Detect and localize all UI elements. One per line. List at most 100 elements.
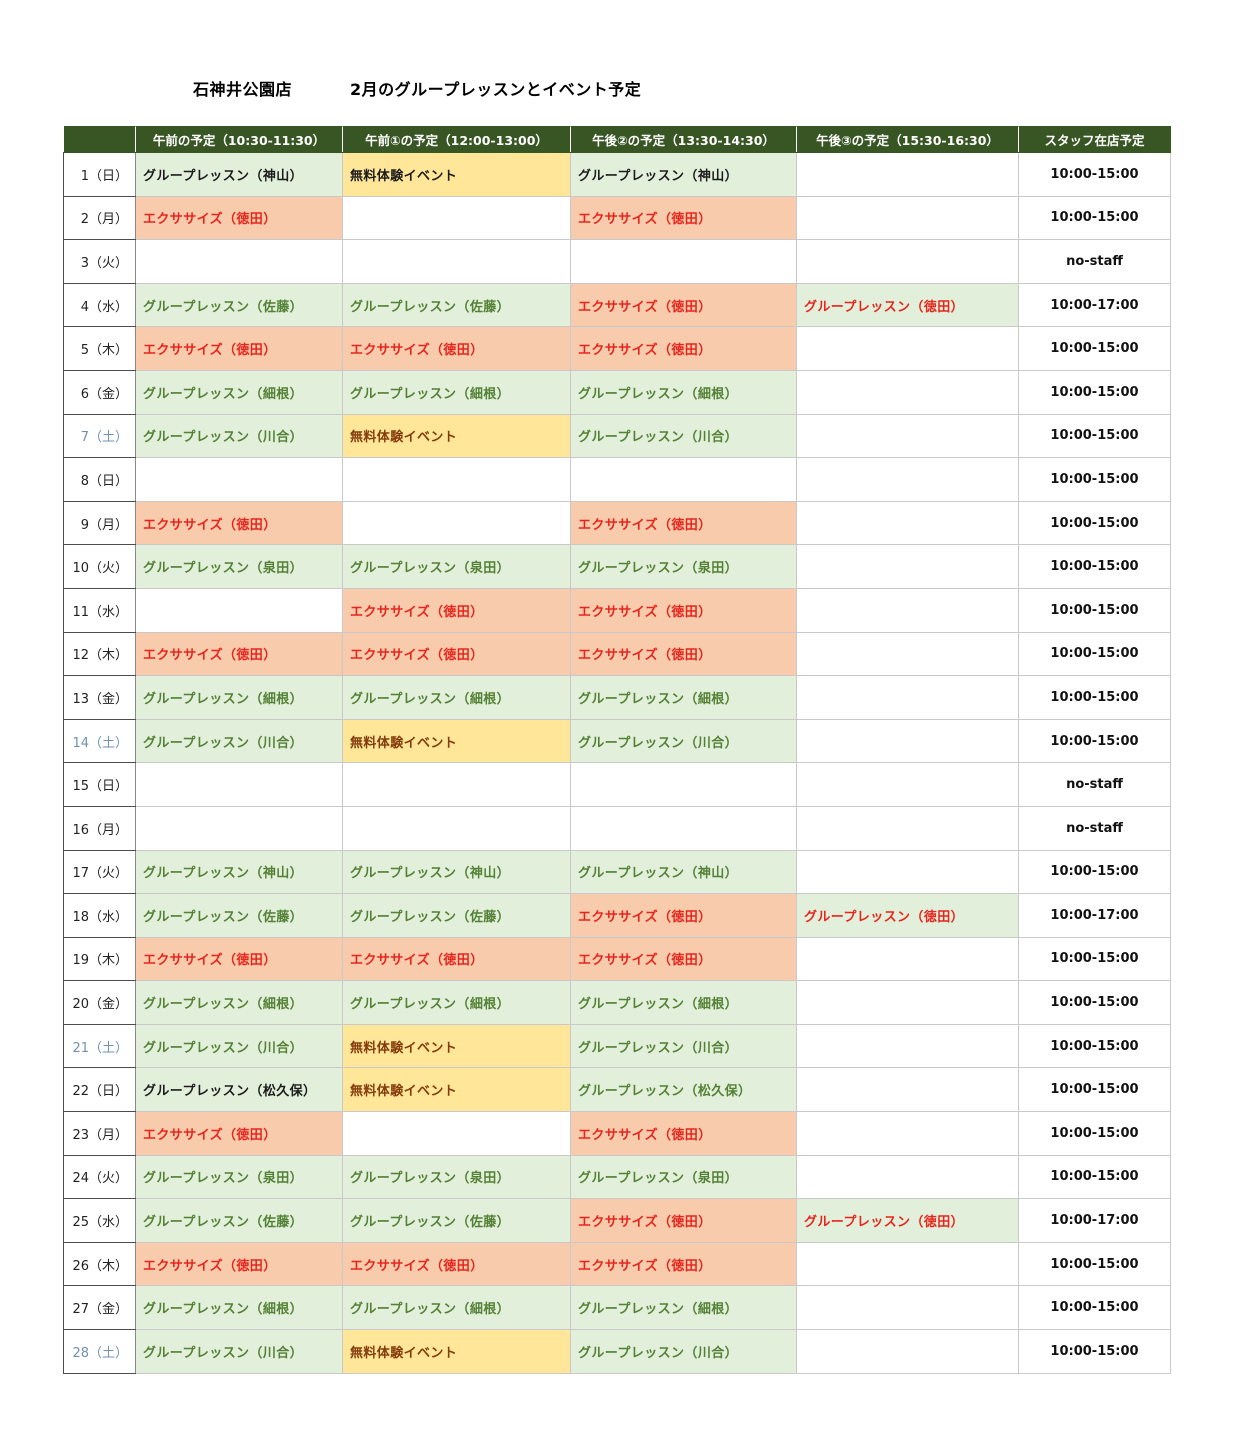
schedule-cell [135, 587, 343, 633]
table-row: 6（金） グループレッスン（細根） グループレッスン（細根） グループレッスン（細根）… [63, 369, 1171, 415]
schedule-cell [342, 500, 571, 546]
table-row: 27（金） グループレッスン（細根） グループレッスン（細根） グループレッスン（細根… [63, 1285, 1171, 1331]
schedule-cell: エクササイズ（徳田） [342, 936, 571, 982]
schedule-cell: グループレッスン（細根） [570, 1285, 797, 1331]
day-label: 28（土） [63, 1329, 136, 1374]
schedule-cell [796, 762, 1019, 807]
schedule-cell: エクササイズ（徳田） [570, 1198, 797, 1243]
schedule-cell [570, 805, 797, 851]
staff-cell: 10:00-17:00 [1018, 893, 1171, 938]
day-label: 17（火） [63, 849, 136, 895]
table-row: 14（土） グループレッスン（川合） 無料体験イベント グループレッスン（川合） 10:… [63, 718, 1171, 764]
schedule-cell: グループレッスン（細根） [135, 980, 343, 1025]
corner-header [63, 126, 136, 153]
schedule-cell: 無料体験イベント [342, 1329, 571, 1374]
staff-cell: 10:00-15:00 [1018, 500, 1171, 546]
schedule-cell: グループレッスン（神山） [342, 849, 571, 895]
day-label: 18（水） [63, 893, 136, 938]
day-label: 8（日） [63, 457, 136, 502]
day-label: 19（木） [63, 936, 136, 982]
schedule-cell [796, 152, 1019, 197]
schedule-cell [796, 500, 1019, 546]
day-label: 13（金） [63, 675, 136, 720]
schedule-cell: グループレッスン（泉田） [570, 544, 797, 589]
staff-cell: no-staff [1018, 239, 1171, 284]
schedule-cell [570, 457, 797, 502]
day-label: 11（水） [63, 587, 136, 633]
schedule-cell: グループレッスン（川合） [135, 718, 343, 764]
table-row: 23（月） エクササイズ（徳田） エクササイズ（徳田） 10:00-15:00 [63, 1111, 1171, 1156]
schedule-cell: グループレッスン（泉田） [570, 1154, 797, 1200]
schedule-cell: グループレッスン（川合） [570, 718, 797, 764]
column-header: スタッフ在店予定 [1018, 126, 1171, 153]
day-label: 7（土） [63, 413, 136, 459]
staff-cell: 10:00-15:00 [1018, 631, 1171, 677]
schedule-cell: エクササイズ（徳田） [570, 936, 797, 982]
schedule-cell [796, 849, 1019, 895]
page-title: 2月のグループレッスンとイベント予定 [350, 80, 642, 99]
schedule-cell: グループレッスン（細根） [135, 369, 343, 415]
staff-cell: 10:00-15:00 [1018, 413, 1171, 459]
schedule-cell [342, 762, 571, 807]
table-row: 22（日） グループレッスン（松久保） 無料体験イベント グループレッスン（松久保） 1… [63, 1067, 1171, 1113]
schedule-cell [796, 1111, 1019, 1156]
table-row: 12（木） エクササイズ（徳田） エクササイズ（徳田） エクササイズ（徳田） 10:00… [63, 631, 1171, 677]
staff-cell: 10:00-17:00 [1018, 1198, 1171, 1243]
schedule-cell: グループレッスン（佐藤） [342, 1198, 571, 1243]
schedule-cell: グループレッスン（徳田） [796, 893, 1019, 938]
staff-cell: 10:00-15:00 [1018, 1154, 1171, 1200]
table-row: 17（火） グループレッスン（神山） グループレッスン（神山） グループレッスン（神山… [63, 849, 1171, 895]
schedule-cell [796, 326, 1019, 371]
schedule-cell [796, 239, 1019, 284]
column-header: 午前①の予定（12:00-13:00） [342, 126, 571, 153]
schedule-cell [796, 457, 1019, 502]
schedule-cell [342, 805, 571, 851]
staff-cell: 10:00-15:00 [1018, 587, 1171, 633]
schedule-cell [796, 980, 1019, 1025]
schedule-cell: グループレッスン（細根） [135, 1285, 343, 1331]
store-name: 石神井公園店 [193, 80, 293, 99]
day-label: 16（月） [63, 805, 136, 851]
schedule-cell [135, 762, 343, 807]
schedule-body: 1（日） グループレッスン（神山） 無料体験イベント グループレッスン（神山） 10:0… [63, 152, 1171, 1374]
schedule-cell: エクササイズ（徳田） [135, 631, 343, 677]
table-row: 20（金） グループレッスン（細根） グループレッスン（細根） グループレッスン（細根… [63, 980, 1171, 1025]
schedule-cell: グループレッスン（細根） [570, 675, 797, 720]
table-row: 2（月） エクササイズ（徳田） エクササイズ（徳田） 10:00-15:00 [63, 195, 1171, 241]
schedule-cell: グループレッスン（川合） [570, 1023, 797, 1069]
schedule-cell [342, 239, 571, 284]
staff-cell: 10:00-15:00 [1018, 369, 1171, 415]
staff-cell: 10:00-15:00 [1018, 1329, 1171, 1374]
day-label: 26（木） [63, 1241, 136, 1287]
day-label: 15（日） [63, 762, 136, 807]
schedule-cell: グループレッスン（佐藤） [342, 282, 571, 328]
schedule-cell: グループレッスン（神山） [135, 152, 343, 197]
schedule-cell [796, 936, 1019, 982]
schedule-cell [796, 587, 1019, 633]
staff-cell: 10:00-15:00 [1018, 1285, 1171, 1331]
schedule-cell: エクササイズ（徳田） [570, 500, 797, 546]
schedule-cell: エクササイズ（徳田） [570, 1111, 797, 1156]
schedule-cell [342, 195, 571, 241]
day-label: 25（水） [63, 1198, 136, 1243]
schedule-cell [135, 805, 343, 851]
schedule-cell: 無料体験イベント [342, 1067, 571, 1113]
day-label: 10（火） [63, 544, 136, 589]
schedule-cell: エクササイズ（徳田） [342, 326, 571, 371]
schedule-cell: エクササイズ（徳田） [135, 1241, 343, 1287]
table-row: 25（水） グループレッスン（佐藤） グループレッスン（佐藤） エクササイズ（徳田）グ… [63, 1198, 1171, 1243]
schedule-cell: グループレッスン（泉田） [135, 1154, 343, 1200]
schedule-cell: 無料体験イベント [342, 413, 571, 459]
schedule-cell [796, 718, 1019, 764]
schedule-cell: グループレッスン（細根） [342, 1285, 571, 1331]
table-row: 5（木） エクササイズ（徳田） エクササイズ（徳田） エクササイズ（徳田） 10:00-… [63, 326, 1171, 371]
day-label: 24（火） [63, 1154, 136, 1200]
schedule-cell: エクササイズ（徳田） [570, 326, 797, 371]
table-row: 28（土） グループレッスン（川合） 無料体験イベント グループレッスン（川合） 10:… [63, 1329, 1171, 1374]
staff-cell: 10:00-15:00 [1018, 1241, 1171, 1287]
schedule-cell: エクササイズ（徳田） [570, 1241, 797, 1287]
schedule-cell: エクササイズ（徳田） [342, 631, 571, 677]
day-label: 20（金） [63, 980, 136, 1025]
staff-cell: 10:00-15:00 [1018, 195, 1171, 241]
day-label: 22（日） [63, 1067, 136, 1113]
